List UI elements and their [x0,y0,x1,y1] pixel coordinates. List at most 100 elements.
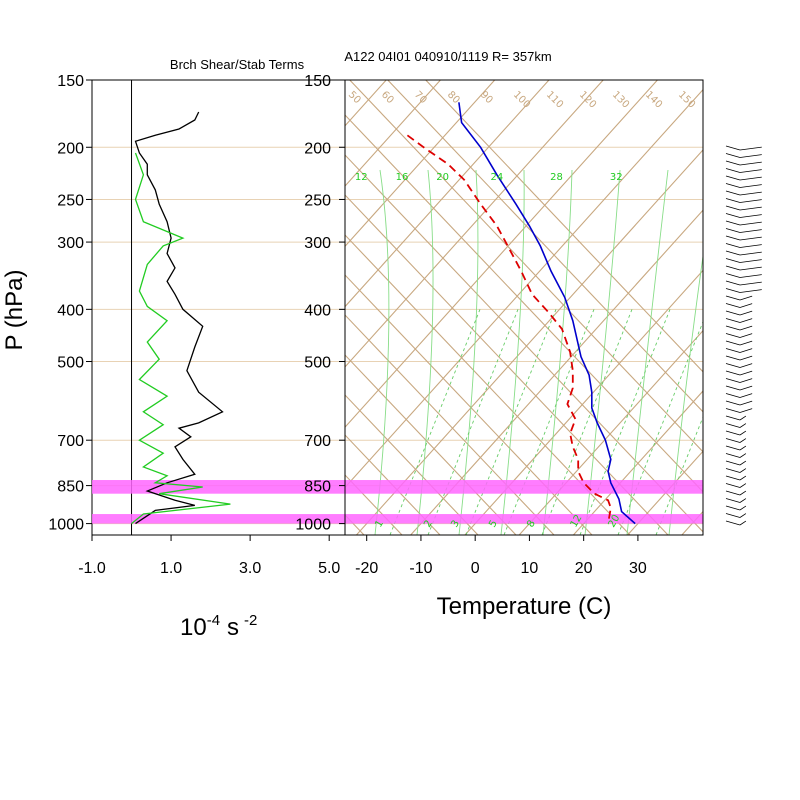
wind-barb-flag-25 [739,333,753,338]
wind-barb-flag-27 [739,348,753,353]
xlabel-unit: s [227,614,239,641]
wind-barb-flag-12 [739,236,762,241]
wind-barb-flag-28 [739,355,753,361]
right-xtick-label-0: -20 [355,560,378,577]
right-ytick-label-150: 150 [304,73,331,90]
right-panel-frame [344,79,704,536]
dry-adiabat-13 [345,354,517,535]
right-panel-title: A122 04I01 040910/1119 R= 357km [344,49,551,64]
wind-barb-flag-36 [739,415,747,421]
wind-barb-flag-18 [739,281,762,286]
isotherm-0 [464,269,703,535]
right-ytick-label-1000: 1000 [295,517,331,534]
dry-adiabat-7 [0,29,307,555]
wind-barb-flag-49 [739,513,747,518]
wind-barb-flag-38 [739,430,747,436]
wind-barb-flag-45 [739,483,747,488]
isotherm-30 [627,450,703,535]
dry-adiabat-14 [345,314,555,535]
left-ytick-label-850: 850 [57,479,84,496]
right-ytick-label-200: 200 [304,140,331,157]
wind-barb-flag-29 [739,363,753,368]
theta-label-60: 60 [379,89,396,106]
dry-adiabat-9 [345,514,365,535]
dry-adiabat-18 [345,154,703,533]
wind-barb-staff-23 [725,318,741,323]
wind-barb-flag-26 [739,340,753,346]
wind-barb-staff-44 [725,475,741,481]
left-ytick-label-700: 700 [57,433,84,450]
theta-label-110: 110 [544,89,565,110]
right-ytick-label-400: 400 [304,302,331,319]
isotherm--10 [410,209,703,535]
mixing-ratio-line-5 [579,309,671,535]
mixing-ratio-line-2 [465,309,557,535]
moist-adiabat-5 [584,169,621,535]
wind-barb-staff-31 [725,378,741,383]
dry-adiabat-11 [345,434,441,535]
isotherm--100 [0,64,347,535]
right-shaded-layers [345,480,703,524]
wind-barb-flag-22 [739,310,753,316]
wind-barb-staff-49 [725,513,741,518]
right-shaded-layer-1 [345,514,703,524]
temperature-axis-label: Temperature (C) [437,593,612,620]
right-shaded-layer-0 [345,480,703,494]
wind-barb-staff-22 [725,310,741,316]
wind-barb-flag-14 [739,251,762,256]
wind-barb-flag-43 [739,468,747,473]
wind-barb-staff-12 [725,235,741,241]
left-ytick-label-1000: 1000 [48,517,84,534]
wind-barb-flag-31 [739,378,753,383]
isotherm--60 [345,80,550,308]
moist-adiabat-7 [668,253,703,535]
sounding-lines [406,102,636,525]
wind-barb-staff-19 [725,288,741,293]
skewt-background-lines: 50 60 70 80 90 100 110 120 130 140 150 [0,29,703,555]
isotherm-20 [572,390,703,535]
mixing-ratio-label-28: 28 [550,172,563,183]
wind-barb-staff-41 [725,453,741,458]
wind-barb-flag-10 [739,221,762,226]
wind-barb-flag-8 [739,206,762,211]
xlabel-exp: -4 [207,612,220,629]
wind-barb-staff-16 [725,265,741,271]
dry-adiabat-19 [345,114,703,493]
wind-barb-flag-3 [739,169,762,173]
left-panel-title: Brch Shear/Stab Terms [170,57,305,72]
left-ytick-label-400: 400 [57,302,84,319]
isotherm--90 [345,80,387,127]
wind-barb-flag-37 [739,423,747,428]
left-ytick-label-500: 500 [57,355,84,372]
wind-barb-staff-1 [725,153,741,158]
wind-barb-flag-21 [739,303,753,308]
right-ytick-label-250: 250 [304,192,331,209]
right-xtick-label-5: 30 [629,560,647,577]
mixing-ratio-label-16: 16 [396,172,409,183]
left-ytick-label-200: 200 [57,140,84,157]
wind-barb-flag-20 [739,295,753,301]
xlabel-unit-exp: -2 [244,612,257,629]
wind-barb-flag-15 [739,259,762,263]
theta-label-50: 50 [346,89,363,106]
mixing-ratio-bottom-label-3: 3 [449,518,462,529]
theta-label-130: 130 [610,89,631,110]
wind-barb-staff-14 [725,250,741,256]
wind-barb-staff-50 [725,520,741,526]
right-ytick-label-500: 500 [304,355,331,372]
wind-barb-staff-15 [725,258,741,263]
wind-barb-staff-4 [725,175,741,181]
isotherm-10 [518,329,703,535]
wind-barb-flag-13 [739,244,762,248]
wind-barb-flag-2 [739,161,762,166]
left-series-lines [131,111,231,525]
wind-barb-staff-17 [725,273,741,278]
wind-barbs [725,145,762,526]
wind-barb-staff-29 [725,363,741,368]
temperature-line [458,102,636,525]
wind-barb-flag-30 [739,370,753,376]
wind-barb-flag-5 [739,184,762,188]
left-ytick-label-150: 150 [57,73,84,90]
mixing-ratio-bottom-label-2: 2 [422,518,435,529]
wind-barb-staff-24 [725,325,741,331]
